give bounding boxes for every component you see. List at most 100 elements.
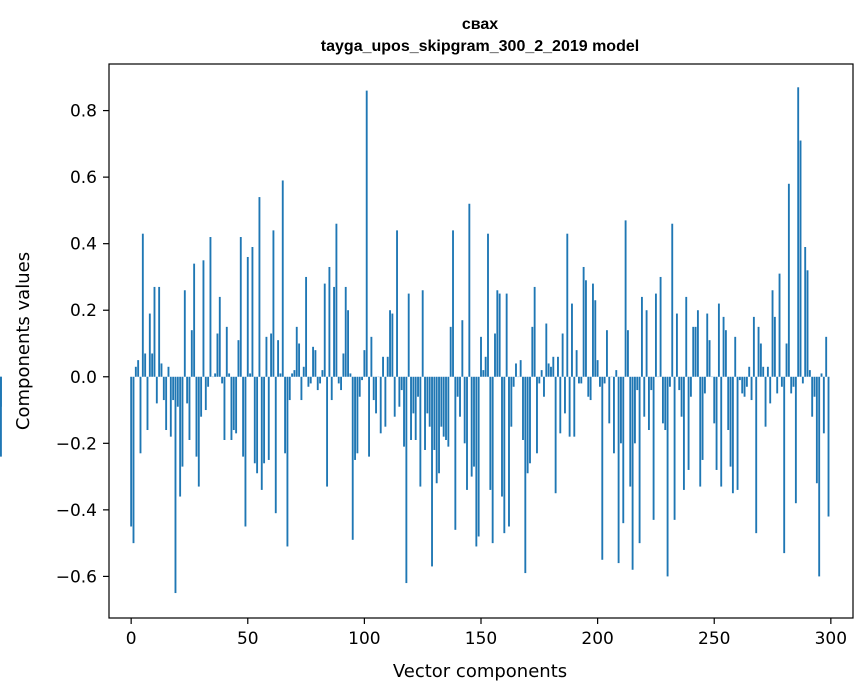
bar [752,316,755,377]
bar [724,330,727,377]
bar [428,376,431,427]
bar [347,310,349,377]
bar [141,233,144,377]
bar [550,366,552,377]
bar [687,376,690,470]
x-tick-label: 150 [465,629,497,649]
bar [207,376,210,387]
bar [759,343,762,377]
bar [606,330,608,377]
bar [622,376,625,524]
bar [573,376,576,437]
bar [675,313,678,377]
bar [272,230,275,377]
bar [251,247,254,377]
bar [489,376,492,490]
bar [631,376,634,570]
bar [776,376,779,394]
bar [673,376,676,520]
bar [568,376,571,437]
bar [689,376,692,397]
bar [246,256,249,377]
bar [582,266,585,377]
bar [596,360,599,377]
bar [664,376,667,431]
bar [552,356,555,377]
bar [748,366,751,377]
bar [298,343,301,377]
bar [743,376,746,397]
bar [708,340,711,377]
bar [519,360,522,377]
bar [328,266,331,377]
bar [599,376,601,387]
bar [578,376,580,384]
chart-title: свах [462,16,498,33]
bar [440,376,443,427]
bar [132,376,135,544]
bar [475,376,478,547]
bar [778,273,781,377]
bar [652,376,655,520]
bar [379,376,382,434]
bar [363,350,366,377]
bar [391,313,394,377]
bar [624,220,627,377]
bar [284,376,287,454]
bar [615,370,618,377]
x-axis-label: Vector components [393,661,567,682]
bar [783,376,786,554]
bar [508,376,510,527]
bar [484,356,487,377]
bar [456,376,459,397]
bar [799,140,802,377]
bar [496,290,499,377]
bar [762,366,765,377]
bar [400,376,403,391]
bar [417,376,419,397]
bar [505,293,508,377]
bar [274,376,277,514]
bar [288,376,291,401]
bar [286,376,289,547]
bar [659,276,662,377]
bar [806,270,809,377]
bar [186,376,189,404]
bar [153,286,156,377]
bar [654,293,657,377]
bar [827,376,830,517]
bar [405,376,408,584]
bar [202,260,205,377]
bar [174,376,177,594]
bar [727,376,730,431]
bar [167,366,170,377]
bar [169,376,172,437]
bar [249,373,252,377]
bar [412,376,415,414]
bar [613,376,615,454]
bar [645,310,648,377]
bar [515,363,517,377]
bar [594,300,597,377]
bar [575,350,578,377]
bar [351,376,354,540]
bar [738,376,741,381]
bar [668,376,671,387]
bar [333,286,335,377]
bar [139,376,142,454]
x-axis-ticks: 0 50 100 150 200 250 300 [126,618,847,649]
x-tick-label: 100 [348,629,380,649]
bar [491,376,494,544]
bar [316,376,319,391]
bar [326,376,329,487]
bar [148,313,151,377]
y-axis-label: Components values [13,252,34,430]
x-tick-label: 200 [581,629,613,649]
bar [337,376,340,384]
bar [522,376,524,440]
bar [305,276,308,377]
bar [349,373,352,377]
bar [319,376,322,384]
bar [302,366,305,377]
bar [214,373,217,377]
